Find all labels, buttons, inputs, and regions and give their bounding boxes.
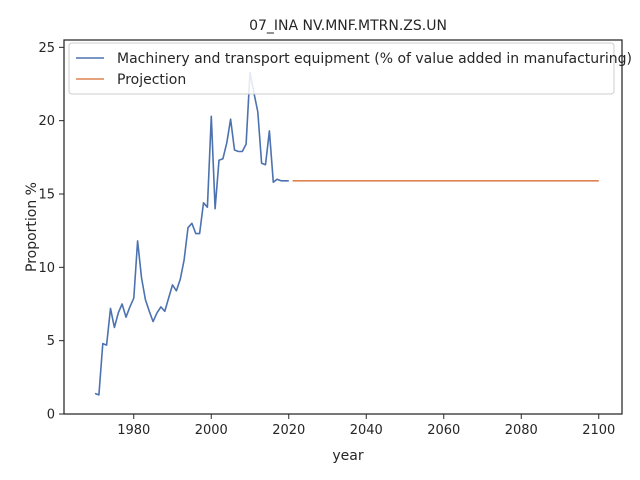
x-tick-label: 2060	[427, 423, 460, 438]
x-tick-label: 2040	[350, 423, 383, 438]
x-tick-label: 2000	[195, 423, 228, 438]
legend: Machinery and transport equipment (% of …	[68, 42, 632, 95]
y-tick-label: 5	[47, 334, 55, 349]
legend-label-series-1: Machinery and transport equipment (% of …	[117, 51, 632, 67]
legend-box	[68, 42, 615, 95]
x-axis-label: year	[332, 448, 363, 464]
legend-label-series-2: Projection	[117, 72, 186, 88]
y-axis: 0 5 10 15 20 25	[38, 41, 64, 423]
plot-frame	[63, 39, 623, 415]
chart-title: 07_INA NV.MNF.MTRN.ZS.UN	[249, 18, 447, 34]
series-line-1	[94, 71, 289, 396]
y-tick-label: 25	[38, 41, 55, 56]
y-axis-label: Proportion %	[24, 182, 40, 272]
y-tick-label: 15	[38, 188, 55, 203]
x-tick-label: 2080	[505, 423, 538, 438]
plot-area	[63, 39, 623, 415]
x-tick-label: 2020	[272, 423, 305, 438]
y-tick-label: 0	[47, 408, 55, 423]
x-tick-label: 2100	[582, 423, 615, 438]
x-axis: 1980 2000 2020 2040 2060 2080 2100	[117, 414, 615, 438]
y-tick-label: 20	[38, 114, 55, 129]
x-tick-label: 1980	[117, 423, 150, 438]
y-tick-label: 10	[38, 261, 55, 276]
